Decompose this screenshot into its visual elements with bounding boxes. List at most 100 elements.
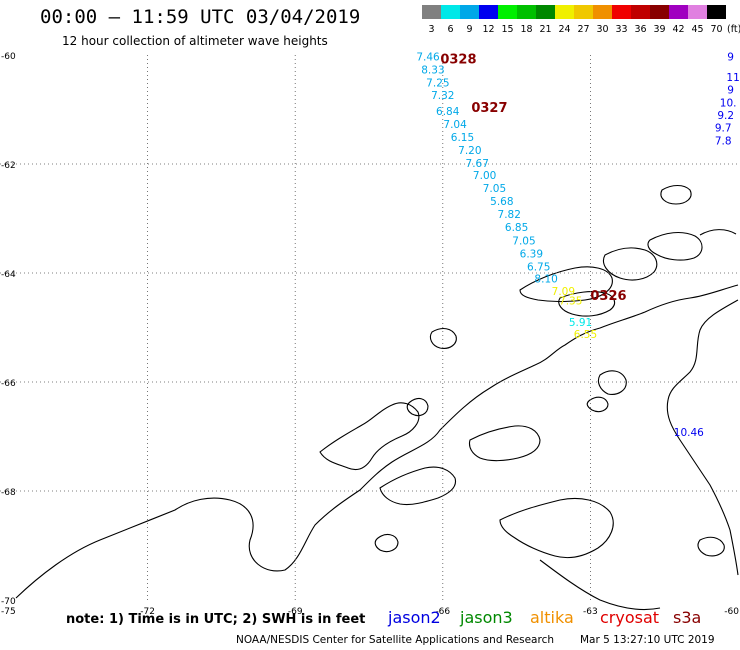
island-2 xyxy=(558,291,616,317)
lat-lon-grid xyxy=(0,55,738,600)
wave-height-value: 7.32 xyxy=(431,90,454,102)
coastline-south xyxy=(539,559,661,611)
wave-height-value: 6.84 xyxy=(436,106,460,118)
legend-swatch-45 xyxy=(688,5,707,19)
pass-label: 0328 xyxy=(440,52,476,67)
legend-label-27: 27 xyxy=(577,24,589,35)
legend-label-70: 70 xyxy=(710,24,722,35)
legend-label-12: 12 xyxy=(482,24,494,35)
legend-label-36: 36 xyxy=(634,24,646,35)
lat-label: -60 xyxy=(1,52,16,62)
wave-height-value: 6.55 xyxy=(574,329,597,341)
legend-swatch-21 xyxy=(536,5,555,19)
legend-label-3: 3 xyxy=(428,24,434,35)
legend-label-18: 18 xyxy=(520,24,532,35)
coastline-inner-1 xyxy=(319,402,420,471)
wave-height-value: 7.25 xyxy=(426,77,449,89)
island-4 xyxy=(647,231,703,261)
legend-label-45: 45 xyxy=(691,24,703,35)
wave-height-value: 6.75 xyxy=(527,261,550,273)
wave-height-value: 5.91 xyxy=(569,317,592,329)
legend-label-15: 15 xyxy=(501,24,513,35)
wave-height-value: 7.09 xyxy=(552,286,575,298)
legend-label-24: 24 xyxy=(558,24,570,35)
coastline-ridge xyxy=(499,497,614,559)
wave-height-value: 7.05 xyxy=(512,235,535,247)
island-11 xyxy=(374,533,399,553)
wave-height-value: 6.39 xyxy=(520,248,543,260)
coastline-east xyxy=(666,299,739,576)
satellite-jason2: jason2 xyxy=(388,608,441,627)
island-3 xyxy=(602,247,658,281)
wave-height-value: 6.85 xyxy=(505,222,528,234)
island-7 xyxy=(429,327,457,349)
wave-height-value: 6.15 xyxy=(451,132,474,144)
credit-line: NOAA/NESDIS Center for Satellite Applica… xyxy=(236,634,554,646)
wave-height-value: 8.33 xyxy=(421,65,444,77)
wave-height-value: 8.10 xyxy=(534,273,557,285)
lat-label: -68 xyxy=(1,488,16,498)
color-legend: 3 6 9 12 15 18 21 24 27 30 33 36 39 42 45 70 (ft) xyxy=(422,5,740,35)
island-8 xyxy=(406,397,429,417)
lon-label: -72 xyxy=(140,607,155,617)
legend-swatch-12 xyxy=(479,5,498,19)
island-9 xyxy=(597,370,627,395)
map-subtitle: 12 hour collection of altimeter wave hei… xyxy=(62,34,328,48)
legend-swatch-18 xyxy=(517,5,536,19)
lat-label: -70 xyxy=(1,597,16,607)
legend-swatch-39 xyxy=(650,5,669,19)
island-6 xyxy=(699,229,737,236)
wave-height-value: 7.20 xyxy=(458,145,481,157)
lon-label: -75 xyxy=(1,607,16,617)
island-12 xyxy=(697,536,725,557)
legend-unit: (ft) xyxy=(727,24,740,35)
wave-height-value: 9 xyxy=(727,84,734,96)
satellite-jason3: jason3 xyxy=(460,608,513,627)
coastline-inner-2 xyxy=(379,466,457,506)
pass-label: 0327 xyxy=(471,101,507,116)
wave-height-value: 7.46 xyxy=(416,52,440,64)
wave-height-value: 9.7 xyxy=(715,122,732,134)
island-5 xyxy=(660,184,692,205)
legend-label-9: 9 xyxy=(466,24,472,35)
island-10 xyxy=(586,396,609,413)
legend-swatch-9 xyxy=(460,5,479,19)
axis-labels: -60 -62 -64 -66 -68 -70-75 -72 -69 -66 -63 -60 xyxy=(1,52,739,617)
wave-height-value: 7.04 xyxy=(443,119,467,131)
legend-swatch-24 xyxy=(555,5,574,19)
coastline-inner-3 xyxy=(468,425,541,462)
coastline xyxy=(15,184,739,611)
coastline-peninsula xyxy=(15,284,739,599)
wave-height-value: 11 xyxy=(726,72,739,84)
wave-height-value: 9 xyxy=(727,52,734,64)
legend-swatch-15 xyxy=(498,5,517,19)
lon-label: -63 xyxy=(583,607,598,617)
wave-height-value: 10.46 xyxy=(674,427,704,439)
wave-height-value: 7.8 xyxy=(715,136,732,148)
wave-height-value: 7.00 xyxy=(473,170,496,182)
satellite-s3a: s3a xyxy=(673,608,702,627)
legend-label-21: 21 xyxy=(539,24,551,35)
wave-height-value: 7.67 xyxy=(466,158,489,170)
legend-label-33: 33 xyxy=(615,24,627,35)
generated-timestamp: Mar 5 13:27:10 UTC 2019 xyxy=(580,634,715,646)
wave-height-value: 7.35 xyxy=(559,295,582,307)
legend-swatch-36 xyxy=(631,5,650,19)
legend-swatch-6 xyxy=(441,5,460,19)
wave-height-value: 7.82 xyxy=(498,209,521,221)
lat-label: -66 xyxy=(1,379,16,389)
legend-label-42: 42 xyxy=(672,24,684,35)
pass-label: 0326 xyxy=(590,289,626,304)
legend-label-6: 6 xyxy=(447,24,453,35)
legend-label-30: 30 xyxy=(596,24,608,35)
wave-height-value: 10. xyxy=(720,97,737,109)
legend-swatch-30 xyxy=(593,5,612,19)
lat-label: -64 xyxy=(1,270,16,280)
lon-label: -69 xyxy=(288,607,303,617)
lon-label: -60 xyxy=(724,607,739,617)
lon-label: -66 xyxy=(435,607,450,617)
legend-swatch-42 xyxy=(669,5,688,19)
units-note: note: 1) Time is in UTC; 2) SWH is in fe… xyxy=(66,612,366,627)
wave-height-value: 5.68 xyxy=(490,196,513,208)
